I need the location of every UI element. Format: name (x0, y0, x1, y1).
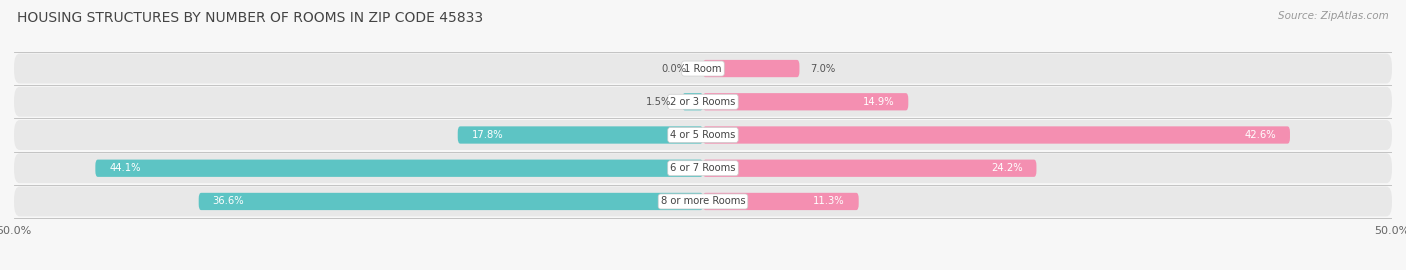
FancyBboxPatch shape (458, 126, 703, 144)
Text: 42.6%: 42.6% (1244, 130, 1277, 140)
FancyBboxPatch shape (198, 193, 703, 210)
Text: 4 or 5 Rooms: 4 or 5 Rooms (671, 130, 735, 140)
Text: 1 Room: 1 Room (685, 63, 721, 73)
Text: 44.1%: 44.1% (110, 163, 141, 173)
Text: 36.6%: 36.6% (212, 197, 245, 207)
FancyBboxPatch shape (14, 120, 1392, 150)
FancyBboxPatch shape (703, 60, 800, 77)
Text: 11.3%: 11.3% (813, 197, 845, 207)
Text: Source: ZipAtlas.com: Source: ZipAtlas.com (1278, 11, 1389, 21)
FancyBboxPatch shape (14, 187, 1392, 217)
FancyBboxPatch shape (703, 126, 1289, 144)
FancyBboxPatch shape (96, 160, 703, 177)
FancyBboxPatch shape (703, 193, 859, 210)
Text: 1.5%: 1.5% (645, 97, 671, 107)
Text: 7.0%: 7.0% (810, 63, 835, 73)
FancyBboxPatch shape (14, 87, 1392, 117)
FancyBboxPatch shape (703, 93, 908, 110)
FancyBboxPatch shape (703, 160, 1036, 177)
Text: 17.8%: 17.8% (471, 130, 503, 140)
Text: 8 or more Rooms: 8 or more Rooms (661, 197, 745, 207)
Text: 6 or 7 Rooms: 6 or 7 Rooms (671, 163, 735, 173)
FancyBboxPatch shape (14, 53, 1392, 83)
FancyBboxPatch shape (682, 93, 703, 110)
Text: HOUSING STRUCTURES BY NUMBER OF ROOMS IN ZIP CODE 45833: HOUSING STRUCTURES BY NUMBER OF ROOMS IN… (17, 11, 484, 25)
Text: 24.2%: 24.2% (991, 163, 1022, 173)
Text: 2 or 3 Rooms: 2 or 3 Rooms (671, 97, 735, 107)
Text: 14.9%: 14.9% (863, 97, 894, 107)
Text: 0.0%: 0.0% (661, 63, 686, 73)
FancyBboxPatch shape (14, 153, 1392, 183)
